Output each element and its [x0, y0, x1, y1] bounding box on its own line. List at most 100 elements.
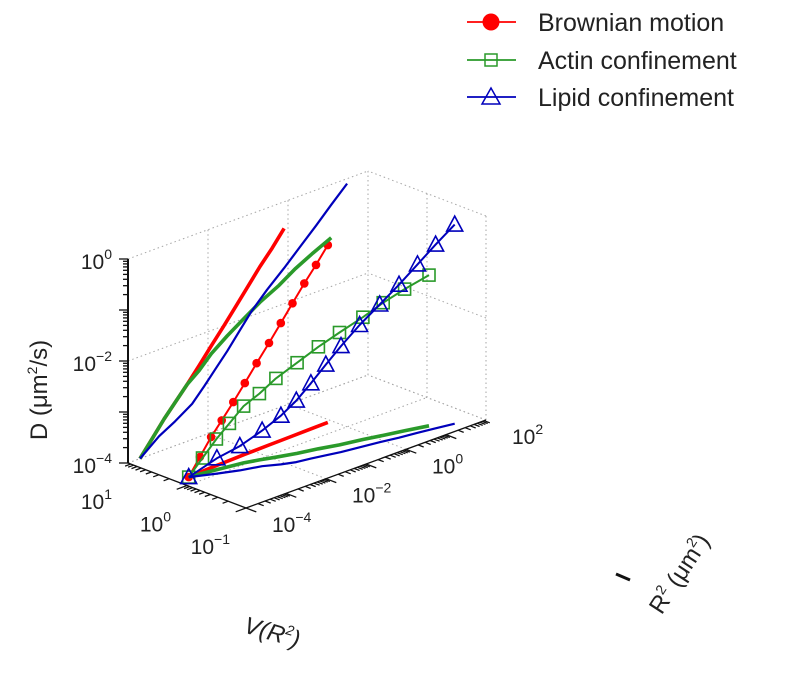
- series-floor-projection: [188, 420, 329, 479]
- data-point: [240, 378, 250, 388]
- data-point: [286, 390, 306, 408]
- series-wall-projection: [139, 182, 348, 460]
- y-axis-tick: [363, 464, 371, 468]
- x-tick-label: 101: [81, 486, 112, 514]
- y-axis-tick: [313, 482, 320, 486]
- x-tick-label: 10−1: [191, 531, 231, 559]
- legend-marker-square-icon: [484, 53, 498, 67]
- series-layer: [138, 182, 465, 485]
- data-point: [408, 254, 427, 272]
- data-point: [236, 399, 251, 413]
- data-point: [426, 234, 445, 252]
- side-wall-gridline: [367, 374, 487, 421]
- series-line: [187, 274, 430, 478]
- z-tick-label: 10−4: [73, 450, 113, 478]
- data-point: [316, 354, 336, 372]
- series-1: [138, 236, 436, 484]
- data-point: [271, 405, 291, 424]
- legend-entry-brownian: Brownian motion: [467, 9, 724, 37]
- z-tick-label: 100: [81, 246, 112, 274]
- y-axis-tick: [464, 427, 471, 431]
- data-point: [276, 318, 286, 328]
- y-axis-label: R2 (μm2): [642, 528, 715, 619]
- y-axis-tick: [377, 458, 384, 463]
- data-point: [300, 279, 309, 288]
- y-axis-tick: [403, 449, 411, 453]
- side-wall-gridline: [367, 170, 487, 217]
- y-axis-tick: [257, 502, 264, 507]
- y-axis-tick: [285, 492, 297, 498]
- data-point: [252, 386, 267, 401]
- y-axis-tick: [429, 439, 436, 444]
- x-axis-tick: [194, 489, 201, 494]
- x-axis-tick: [152, 474, 160, 478]
- data-point: [222, 416, 237, 431]
- x-axis-tick: [131, 465, 138, 470]
- x-axis-edge: [127, 462, 247, 509]
- data-point: [331, 335, 351, 354]
- series-floor-projection: [188, 424, 430, 479]
- y-axis-edge: [245, 419, 487, 509]
- y-axis-tick: [365, 463, 377, 469]
- y-axis-tick: [441, 435, 448, 439]
- floor-gridline: [207, 433, 327, 480]
- legend-entry-actin: Actin confinement: [467, 47, 737, 75]
- y-axis-tick: [245, 507, 257, 513]
- data-point: [195, 451, 210, 465]
- x-axis-tick: [176, 484, 188, 490]
- data-point: [209, 432, 224, 446]
- y-axis-tick: [384, 456, 391, 460]
- y-tick-label: 100: [432, 450, 463, 478]
- data-point: [332, 325, 347, 340]
- y-axis-tick: [359, 465, 366, 470]
- series-floor-projection: [188, 422, 455, 479]
- series-2: [139, 182, 465, 485]
- y-axis-tick: [283, 493, 291, 497]
- x-axis-tick: [127, 464, 134, 468]
- y-axis-tick: [445, 433, 457, 440]
- y-axis-tick: [389, 454, 396, 458]
- data-point: [350, 314, 369, 333]
- data-point: [389, 274, 409, 293]
- legend-marker-circle-icon: [482, 13, 500, 31]
- y-axis-tick: [264, 500, 271, 504]
- x-axis-tick: [204, 493, 211, 498]
- data-point: [397, 282, 412, 296]
- data-point: [311, 260, 321, 270]
- legend-label-brownian: Brownian motion: [538, 9, 724, 37]
- y-axis-tick: [405, 448, 417, 454]
- x-axis-tick: [139, 469, 147, 473]
- data-point: [290, 355, 304, 370]
- floor-gridline: [287, 403, 407, 450]
- x-axis-tick: [190, 488, 197, 492]
- data-point: [252, 358, 261, 368]
- series-wall-projection: [138, 236, 333, 460]
- z-tick-label: 10−2: [73, 348, 113, 376]
- side-wall-gridline: [367, 272, 487, 319]
- axes-layer: 10−4 10−2 100 101 100 10−1 10−4 10−2 100 102: [73, 246, 544, 559]
- y-axis-tick: [483, 420, 491, 424]
- y-axis-tick: [433, 438, 440, 442]
- x-axis-tick: [135, 467, 142, 471]
- x-axis-tick: [145, 471, 152, 475]
- data-point: [370, 294, 390, 312]
- y-axis-tick: [276, 495, 283, 500]
- data-point: [269, 371, 283, 386]
- y-axis-tick: [309, 483, 316, 488]
- y-axis-tick: [321, 479, 328, 483]
- legend-marker-triangle-icon: [480, 86, 502, 105]
- data-point: [179, 466, 199, 485]
- y-axis-tick: [479, 421, 486, 426]
- y-tick-label: 102: [512, 421, 543, 449]
- legend-label-lipid: Lipid confinement: [538, 84, 734, 112]
- legend-label-actin: Actin confinement: [538, 47, 737, 75]
- y-axis-tick: [396, 451, 403, 456]
- y-tick-label: 10−4: [272, 509, 312, 537]
- legend: Brownian motion Actin confinement Lipid …: [467, 9, 737, 112]
- data-point: [301, 373, 321, 391]
- data-point: [445, 214, 465, 232]
- x-axis-label: V(R2): [241, 610, 304, 654]
- y-tick-label: 10−2: [352, 480, 392, 508]
- x-axis-tick: [235, 507, 247, 513]
- data-point: [252, 420, 272, 438]
